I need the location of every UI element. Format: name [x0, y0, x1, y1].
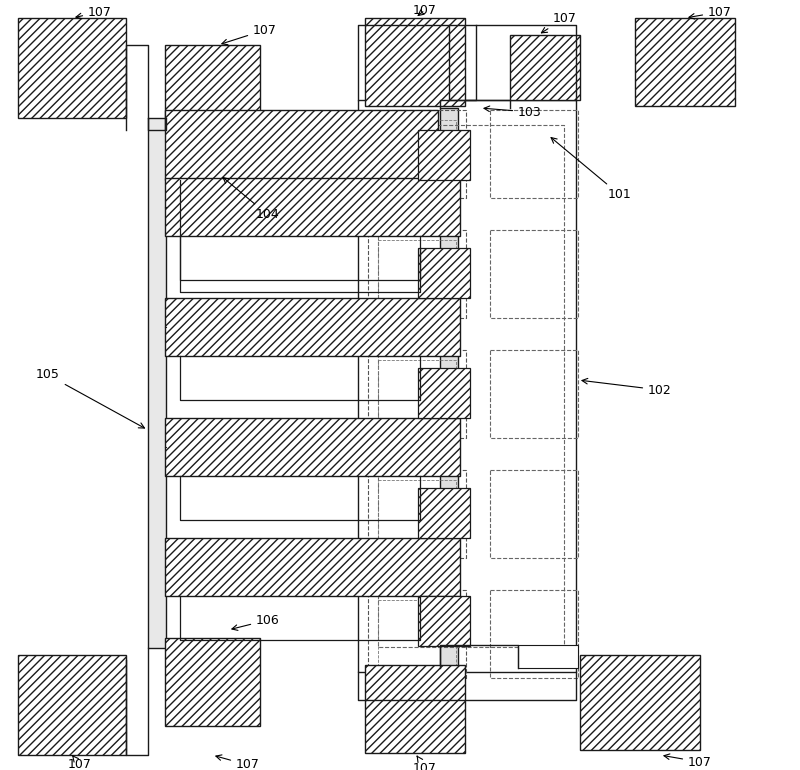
Text: 104: 104 [223, 178, 280, 222]
Text: 102: 102 [582, 378, 672, 397]
Bar [368, 350, 466, 438]
Bar [368, 590, 466, 678]
Bar [165, 538, 460, 596]
Text: 107: 107 [222, 24, 277, 45]
Bar [440, 108, 458, 668]
Text: 107: 107 [216, 755, 260, 770]
Bar [368, 110, 466, 198]
Bar [490, 350, 578, 438]
Bar [490, 470, 578, 558]
Bar [490, 590, 578, 678]
Text: 107: 107 [68, 755, 92, 770]
Bar [418, 130, 470, 180]
Text: 107: 107 [542, 12, 577, 33]
Bar [378, 600, 456, 668]
Bar [580, 655, 700, 750]
Bar [165, 110, 438, 180]
Text: 107: 107 [76, 5, 112, 18]
Bar [165, 298, 460, 356]
Bar [18, 18, 126, 118]
Text: 106: 106 [232, 614, 280, 631]
Bar [165, 418, 460, 476]
Text: 107: 107 [413, 4, 437, 16]
Text: 107: 107 [689, 5, 732, 19]
Bar [165, 178, 460, 236]
Bar [365, 665, 465, 753]
Bar [490, 110, 578, 198]
Bar [165, 45, 260, 130]
Bar [148, 118, 166, 648]
Bar [418, 248, 470, 298]
Bar [378, 125, 564, 647]
Bar [365, 18, 465, 106]
Bar [418, 368, 470, 418]
Bar [165, 638, 260, 726]
Bar [635, 18, 735, 106]
Bar [490, 230, 578, 318]
Bar [368, 470, 466, 558]
Bar [418, 488, 470, 538]
Bar [510, 35, 580, 100]
Text: 105: 105 [36, 369, 145, 428]
Text: 107: 107 [413, 756, 437, 770]
Bar [18, 655, 126, 755]
Bar [368, 230, 466, 318]
Bar [418, 596, 470, 646]
Bar [358, 100, 576, 672]
Text: 101: 101 [551, 138, 632, 202]
Text: 103: 103 [484, 105, 542, 119]
Bar [378, 240, 456, 308]
Bar [518, 645, 578, 668]
Bar [378, 360, 456, 428]
Text: 107: 107 [664, 754, 712, 768]
Bar [378, 480, 456, 548]
Bar [378, 120, 456, 188]
